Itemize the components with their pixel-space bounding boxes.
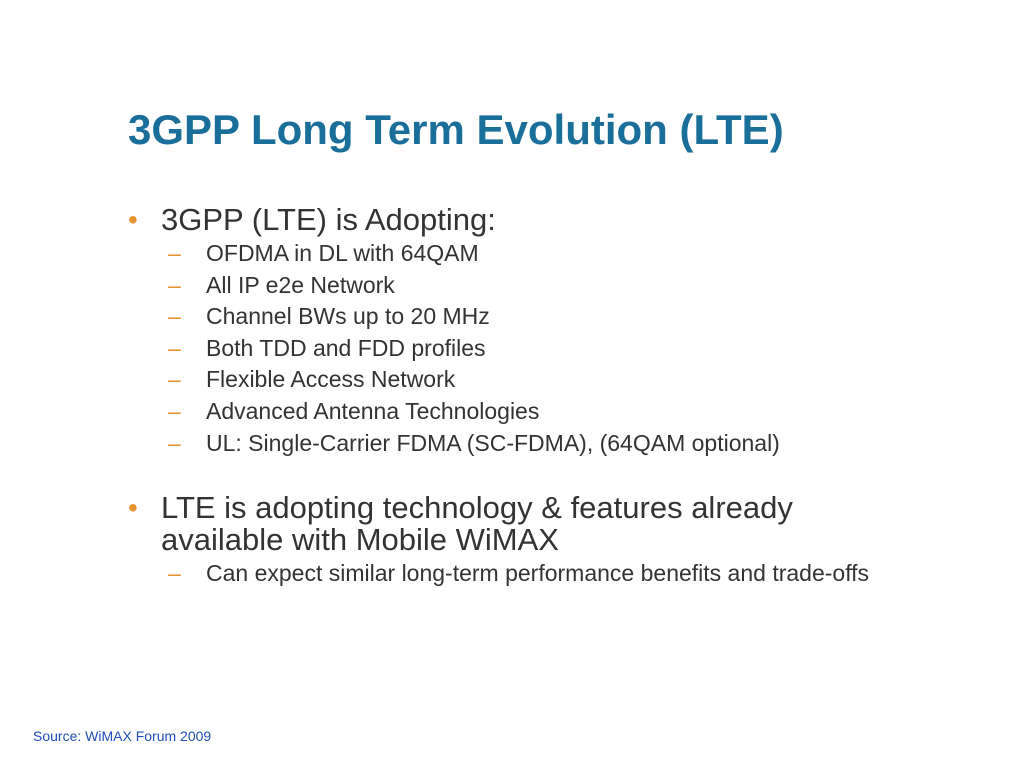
sub-item-antenna: – Advanced Antenna Technologies: [168, 396, 888, 428]
sub-item-text: OFDMA in DL with 64QAM: [206, 240, 479, 266]
sub-marker: –: [168, 560, 181, 587]
sub-marker: –: [168, 271, 181, 298]
sub-list: – OFDMA in DL with 64QAM – All IP e2e Ne…: [161, 238, 888, 459]
sub-marker: –: [168, 366, 181, 393]
sub-item-text: All IP e2e Network: [206, 271, 395, 298]
sub-marker: –: [168, 397, 181, 424]
bullet-item-lte-wimax: • LTE is adopting technology & features …: [128, 490, 888, 587]
bullet-text: 3GPP (LTE) is Adopting:: [161, 202, 496, 237]
sub-item-performance: – Can expect similar long-term performan…: [168, 558, 888, 586]
sub-item-text: Flexible Access Network: [206, 366, 456, 393]
sub-marker: –: [168, 240, 181, 266]
sub-marker: –: [168, 334, 181, 361]
sub-list: – Can expect similar long-term performan…: [161, 558, 888, 586]
sub-marker: –: [168, 429, 181, 456]
sub-item-text: Channel BWs up to 20 MHz: [206, 303, 490, 330]
sub-item-text: Advanced Antenna Technologies: [206, 397, 540, 424]
sub-marker: –: [168, 303, 181, 330]
sub-item-text: UL: Single-Carrier FDMA (SC-FDMA), (64QA…: [206, 429, 780, 456]
sub-item-text: Both TDD and FDD profiles: [206, 334, 486, 361]
sub-item-all-ip: – All IP e2e Network: [168, 270, 888, 302]
source-note: Source: WiMAX Forum 2009: [33, 728, 212, 744]
bullet-item-lte-adopting: • 3GPP (LTE) is Adopting: – OFDMA in DL …: [128, 204, 888, 459]
sub-item-tdd-fdd: – Both TDD and FDD profiles: [168, 333, 888, 365]
sub-item-text: Can expect similar long-term performance…: [206, 560, 870, 587]
bullet-text: LTE is adopting technology & features al…: [161, 490, 793, 558]
sub-item-ul-scfdma: – UL: Single-Carrier FDMA (SC-FDMA), (64…: [168, 428, 888, 460]
bullet-list: • 3GPP (LTE) is Adopting: – OFDMA in DL …: [128, 204, 888, 587]
sub-item-flexible-access: – Flexible Access Network: [168, 364, 888, 396]
slide-title: 3GPP Long Term Evolution (LTE): [128, 106, 784, 153]
sub-item-channel-bw: – Channel BWs up to 20 MHz: [168, 301, 888, 333]
bullet-marker: •: [128, 492, 138, 524]
bullet-marker: •: [128, 204, 138, 235]
sub-item-ofdma: – OFDMA in DL with 64QAM: [168, 238, 888, 270]
